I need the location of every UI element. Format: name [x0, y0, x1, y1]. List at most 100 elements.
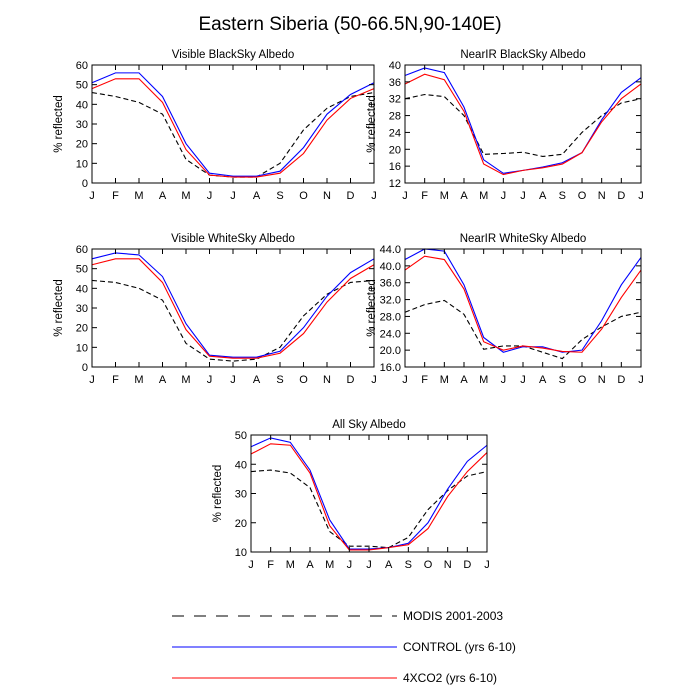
x-tick-label: F	[267, 559, 274, 571]
panel-title: All Sky Albedo	[332, 419, 406, 431]
y-tick-label: 60	[76, 60, 88, 72]
x-tick-label: M	[286, 559, 295, 571]
series-line-modis	[404, 299, 642, 360]
x-tick-label: A	[159, 190, 167, 202]
x-tick-label: J	[347, 559, 353, 571]
x-tick-label: A	[253, 374, 261, 386]
panel-title: NearIR BlackSky Albedo	[460, 49, 585, 61]
figure-title: Eastern Siberia (50-66.5N,90-140E)	[198, 14, 501, 35]
y-tick-label: 16	[389, 161, 401, 173]
y-tick-label: 30	[235, 489, 247, 501]
x-tick-label: J	[484, 559, 490, 571]
y-tick-label: 30	[76, 303, 88, 315]
y-tick-label: 10	[235, 547, 247, 559]
x-tick-label: A	[460, 374, 468, 386]
panel-title: NearIR WhiteSky Albedo	[460, 233, 587, 245]
x-tick-label: J	[402, 374, 408, 386]
x-tick-label: S	[276, 374, 283, 386]
x-tick-label: J	[89, 374, 95, 386]
plot-frame	[404, 248, 642, 368]
y-tick-label: 24	[389, 127, 401, 139]
x-tick-label: N	[598, 190, 606, 202]
y-axis-label: % reflected	[366, 95, 378, 153]
y-tick-label: 40	[76, 283, 88, 295]
y-tick-label: 20	[389, 144, 401, 156]
y-tick-label: 0	[82, 178, 88, 190]
series-line-modis	[404, 93, 642, 158]
x-tick-label: J	[520, 190, 526, 202]
y-tick-label: 12	[389, 178, 401, 190]
y-tick-label: 60	[76, 244, 88, 256]
y-tick-label: 50	[235, 430, 247, 442]
y-tick-label: 40	[235, 459, 247, 471]
x-tick-label: N	[323, 190, 331, 202]
x-tick-label: O	[299, 190, 308, 202]
x-tick-label: J	[371, 374, 377, 386]
x-tick-label: F	[112, 374, 119, 386]
panel-title: Visible BlackSky Albedo	[172, 49, 295, 61]
x-tick-label: S	[559, 374, 566, 386]
y-tick-label: 20	[76, 323, 88, 335]
x-tick-label: J	[371, 190, 377, 202]
x-tick-label: J	[366, 559, 372, 571]
x-tick-label: A	[306, 559, 314, 571]
y-tick-label: 40.0	[380, 261, 401, 273]
x-tick-label: N	[598, 374, 606, 386]
y-tick-label: 36	[389, 77, 401, 89]
y-tick-label: 28	[389, 111, 401, 123]
y-tick-label: 32	[389, 94, 401, 106]
x-tick-label: J	[207, 374, 213, 386]
y-tick-label: 40	[76, 99, 88, 111]
x-tick-label: J	[230, 190, 236, 202]
series-line-control	[250, 437, 488, 550]
x-tick-label: M	[440, 374, 449, 386]
x-tick-label: J	[248, 559, 254, 571]
series-line-modis	[91, 279, 375, 362]
x-tick-label: O	[424, 559, 433, 571]
x-tick-label: J	[520, 374, 526, 386]
y-tick-label: 10	[76, 158, 88, 170]
series-line-x4co2	[91, 78, 375, 178]
x-tick-label: D	[347, 374, 355, 386]
plot-frame	[91, 64, 375, 184]
y-tick-label: 16.0	[380, 362, 401, 374]
series-line-modis	[91, 91, 375, 178]
x-tick-label: J	[501, 374, 507, 386]
series-line-control	[404, 248, 642, 353]
x-tick-label: S	[559, 190, 566, 202]
y-tick-label: 36.0	[380, 278, 401, 290]
x-tick-label: A	[159, 374, 167, 386]
plot-frame	[91, 248, 375, 368]
series-line-control	[91, 252, 375, 358]
x-tick-label: D	[617, 190, 625, 202]
x-tick-label: J	[207, 190, 213, 202]
series-line-x4co2	[250, 443, 488, 551]
series-line-control	[404, 67, 642, 174]
x-tick-label: D	[463, 559, 471, 571]
x-tick-label: O	[578, 374, 587, 386]
y-tick-label: 28.0	[380, 311, 401, 323]
plot-frame	[404, 64, 642, 184]
y-tick-label: 24.0	[380, 328, 401, 340]
x-tick-label: F	[112, 190, 119, 202]
y-axis-label: % reflected	[53, 95, 65, 153]
legend-label-x4co2: 4XCO2 (yrs 6-10)	[403, 671, 497, 685]
x-tick-label: N	[444, 559, 452, 571]
y-tick-label: 50	[76, 264, 88, 276]
x-tick-label: M	[134, 190, 143, 202]
y-tick-label: 30	[76, 119, 88, 131]
legend: MODIS 2001-2003 CONTROL (yrs 6-10) 4XCO2 (…	[172, 609, 516, 685]
y-tick-label: 50	[76, 80, 88, 92]
x-tick-label: D	[617, 374, 625, 386]
series-line-x4co2	[91, 258, 375, 359]
series-line-control	[91, 72, 375, 177]
x-tick-label: M	[479, 190, 488, 202]
y-tick-label: 20	[235, 518, 247, 530]
x-tick-label: J	[638, 190, 644, 202]
y-tick-label: 32.0	[380, 295, 401, 307]
x-tick-label: A	[539, 374, 547, 386]
